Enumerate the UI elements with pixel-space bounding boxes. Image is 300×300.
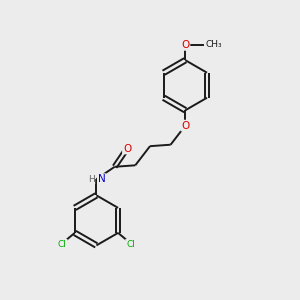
Text: O: O [181, 121, 190, 130]
Text: O: O [181, 40, 190, 50]
Text: Cl: Cl [126, 240, 135, 249]
Text: O: O [123, 143, 131, 154]
Text: CH₃: CH₃ [206, 40, 223, 50]
Text: N: N [98, 174, 106, 184]
Text: H: H [88, 175, 94, 184]
Text: Cl: Cl [58, 240, 67, 249]
